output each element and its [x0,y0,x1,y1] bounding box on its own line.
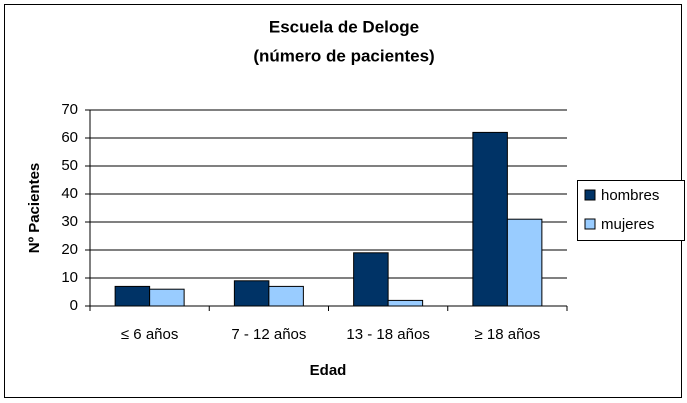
y-tick-label: 30 [61,213,78,230]
bar [268,285,304,307]
x-tick-label: 13 - 18 años [346,326,429,343]
legend-label: hombres [601,187,659,204]
y-axis-label: Nº Pacientes [26,163,43,254]
bar [353,252,389,307]
bar [387,299,424,307]
legend-label: mujeres [601,216,654,233]
bar [233,280,270,307]
chart-border [4,4,682,398]
x-axis-label: Edad [310,362,347,379]
y-tick-label: 0 [70,297,78,314]
bar [506,218,543,307]
x-tick-label: 7 - 12 años [231,326,306,343]
y-tick-label: 60 [61,129,78,146]
legend-swatch [584,218,596,230]
chart-subtitle: (número de pacientes) [253,46,434,65]
x-tick-label: ≤ 6 años [121,326,178,343]
y-tick-label: 40 [61,185,78,202]
y-tick-label: 50 [61,157,78,174]
bar [114,285,151,307]
y-tick-label: 10 [61,269,78,286]
bar [472,131,508,307]
chart-title: Escuela de Deloge [269,17,419,36]
x-tick-label: ≥ 18 años [474,326,540,343]
legend-swatch [584,189,596,201]
y-tick-label: 20 [61,241,78,258]
bar [149,288,185,307]
y-tick-label: 70 [61,101,78,118]
